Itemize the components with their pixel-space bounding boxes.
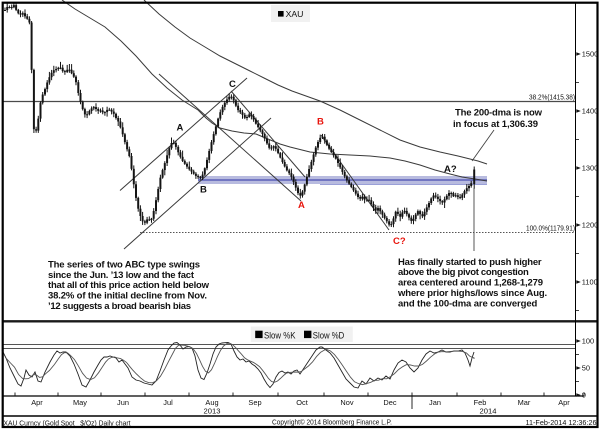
svg-text:A: A bbox=[298, 200, 305, 211]
svg-text:50: 50 bbox=[582, 364, 590, 373]
svg-text:Nov: Nov bbox=[340, 398, 353, 407]
svg-text:C: C bbox=[229, 79, 236, 90]
svg-text:0: 0 bbox=[582, 391, 586, 400]
svg-text:2013: 2013 bbox=[204, 407, 221, 416]
svg-text:Dec: Dec bbox=[383, 398, 396, 407]
svg-text:in focus at 1,306.39: in focus at 1,306.39 bbox=[453, 119, 538, 130]
svg-text:Copyright© 2014 Bloomberg Fina: Copyright© 2014 Bloomberg Finance L.P. bbox=[272, 418, 392, 426]
svg-text:Jan: Jan bbox=[429, 398, 441, 407]
svg-text:Aug: Aug bbox=[205, 398, 218, 407]
svg-text:Jun: Jun bbox=[117, 398, 129, 407]
svg-text:XAU: XAU bbox=[286, 9, 304, 19]
svg-text:2014: 2014 bbox=[480, 407, 497, 416]
svg-text:Slow %D: Slow %D bbox=[313, 330, 345, 341]
svg-text:Slow %K: Slow %K bbox=[264, 330, 296, 341]
svg-text:since the Jun. ’13 low and the: since the Jun. ’13 low and the fact bbox=[48, 270, 195, 281]
svg-text:May: May bbox=[73, 398, 87, 407]
svg-text:1400: 1400 bbox=[582, 107, 598, 116]
svg-text:Oct: Oct bbox=[296, 398, 308, 407]
svg-text:Feb: Feb bbox=[474, 398, 487, 407]
svg-text:that all of this price action: that all of this price action held below bbox=[48, 280, 210, 291]
svg-text:Apr: Apr bbox=[558, 398, 570, 407]
svg-text:A?: A? bbox=[444, 164, 457, 175]
svg-text:1500: 1500 bbox=[582, 50, 598, 59]
svg-text:38.2% of the initial decline f: 38.2% of the initial decline from Nov. bbox=[48, 291, 207, 302]
svg-text:C?: C? bbox=[393, 236, 406, 247]
svg-text:Sep: Sep bbox=[248, 398, 261, 407]
svg-text:B: B bbox=[200, 185, 207, 196]
svg-text:38.2%(1415.38): 38.2%(1415.38) bbox=[529, 94, 575, 101]
svg-text:and the 100-dma are converged: and the 100-dma are converged bbox=[398, 298, 537, 309]
svg-text:1300: 1300 bbox=[582, 164, 598, 173]
svg-text:Jul: Jul bbox=[163, 398, 173, 407]
svg-text:Mar: Mar bbox=[518, 398, 531, 407]
svg-text:100.0%(1179.91): 100.0%(1179.91) bbox=[526, 225, 575, 232]
svg-text:Apr: Apr bbox=[31, 398, 43, 407]
svg-text:100: 100 bbox=[582, 337, 594, 346]
svg-text:The series of two ABC type swi: The series of two ABC type swings bbox=[48, 260, 200, 271]
svg-text:’12 suggests a broad bearish b: ’12 suggests a broad bearish bias bbox=[48, 301, 191, 312]
svg-text:A: A bbox=[177, 123, 184, 134]
svg-text:The 200-dma is now: The 200-dma is now bbox=[455, 108, 543, 119]
svg-text:above the big pivot congestion: above the big pivot congestion bbox=[398, 267, 529, 278]
svg-text:11-Feb-2014 12:36:26: 11-Feb-2014 12:36:26 bbox=[526, 420, 597, 427]
svg-text:1200: 1200 bbox=[582, 221, 598, 230]
svg-text:1100: 1100 bbox=[582, 278, 598, 287]
svg-text:B: B bbox=[317, 117, 324, 128]
svg-text:area centered around 1,268-1,2: area centered around 1,268-1,279 bbox=[398, 278, 543, 289]
svg-text:where prior highs/lows since A: where prior highs/lows since Aug. bbox=[397, 288, 547, 299]
svg-text:Has finally started to push hi: Has finally started to push higher bbox=[398, 257, 542, 268]
svg-text:XAU Curncy (Gold Spot $/Oz): XAU Curncy (Gold Spot $/Oz) Daily chart bbox=[4, 420, 131, 427]
